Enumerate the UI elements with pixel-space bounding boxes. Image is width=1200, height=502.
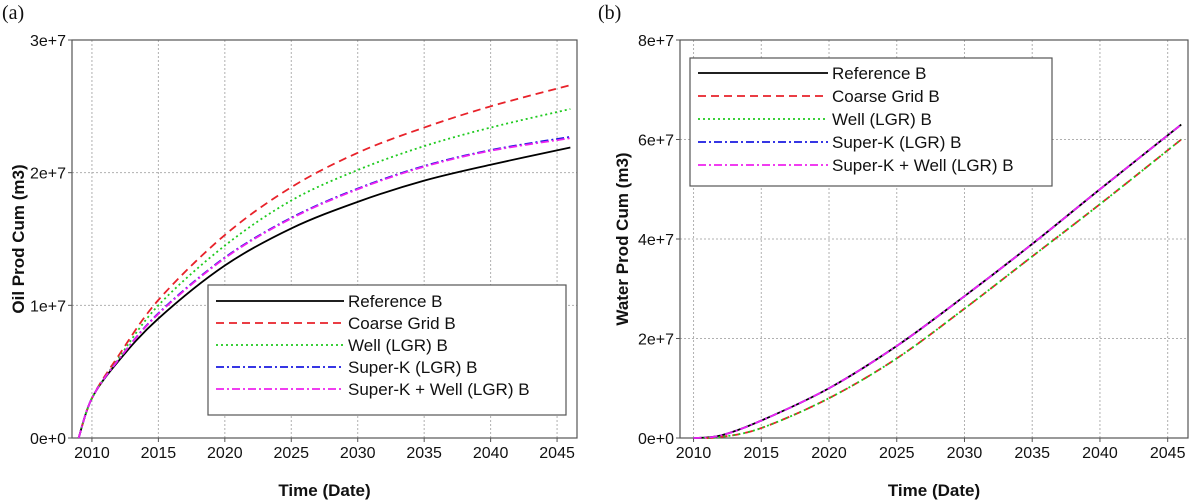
y-tick-label: 8e+7 [638,33,674,50]
legend-label: Well (LGR) B [348,336,448,355]
x-tick-label: 2010 [74,445,110,462]
panel-label: (b) [598,2,621,24]
x-tick-label: 2045 [539,445,575,462]
x-tick-label: 2020 [207,445,243,462]
series-line-1 [77,84,571,439]
x-tick-label: 2030 [340,445,376,462]
legend-label: Coarse Grid B [348,314,456,333]
y-tick-label: 4e+7 [638,232,674,249]
y-tick-label: 0e+0 [30,431,66,448]
y-tick-label: 6e+7 [638,133,674,150]
x-tick-label: 2045 [1150,445,1186,462]
x-tick-label: 2025 [879,445,915,462]
chart-oil-prod-cum: (a) 2010 2015 2020 2025 2030 2035 2040 2045 0e+0 1… [2,2,578,500]
series-line-2 [693,138,1182,439]
x-tick-label: 2035 [1014,445,1050,462]
legend-label: Super-K + Well (LGR) B [348,380,530,399]
legend-label: Super-K (LGR) B [348,358,477,377]
series-group [693,123,1182,439]
series-group [77,84,571,439]
x-tick-label: 2015 [141,445,177,462]
legend-label: Super-K + Well (LGR) B [832,156,1014,175]
plot-area-frame [71,39,578,439]
y-tick-label: 2e+7 [30,166,66,183]
x-tick-label: 2010 [676,445,712,462]
y-axis-title: Oil Prod Cum (m3) [9,164,28,313]
legend: Reference B Coarse Grid B Well (LGR) B Supe… [207,284,567,416]
legend-box [207,284,567,416]
legend-label: Coarse Grid B [832,87,940,106]
panel-label: (a) [2,2,24,24]
y-tick-label: 0e+0 [638,431,674,448]
y-tick-label: 2e+7 [638,332,674,349]
y-tick-label: 3e+7 [30,33,66,50]
x-tick-label: 2040 [1082,445,1118,462]
y-tick-label: 1e+7 [30,298,66,315]
x-tick-label: 2015 [743,445,779,462]
x-tick-label: 2025 [273,445,309,462]
series-line-4 [77,137,571,439]
x-tick-label: 2020 [811,445,847,462]
series-line-2 [77,108,571,439]
chart-water-prod-cum: (b) 2010 2015 2020 2025 2030 2035 2040 2045 0e+0 2… [598,2,1189,500]
legend: Reference B Coarse Grid B Well (LGR) B Supe… [689,57,1053,187]
x-tick-label: 2030 [947,445,983,462]
legend-label: Reference B [348,292,443,311]
x-tick-label: 2035 [406,445,442,462]
legend-label: Well (LGR) B [832,110,932,129]
legend-label: Super-K (LGR) B [832,133,961,152]
series-line-4 [693,123,1182,439]
x-axis-title: Time (Date) [888,481,980,500]
y-axis-title: Water Prod Cum (m3) [613,152,632,325]
x-axis-title: Time (Date) [278,481,370,500]
legend-label: Reference B [832,64,927,83]
x-tick-label: 2040 [473,445,509,462]
